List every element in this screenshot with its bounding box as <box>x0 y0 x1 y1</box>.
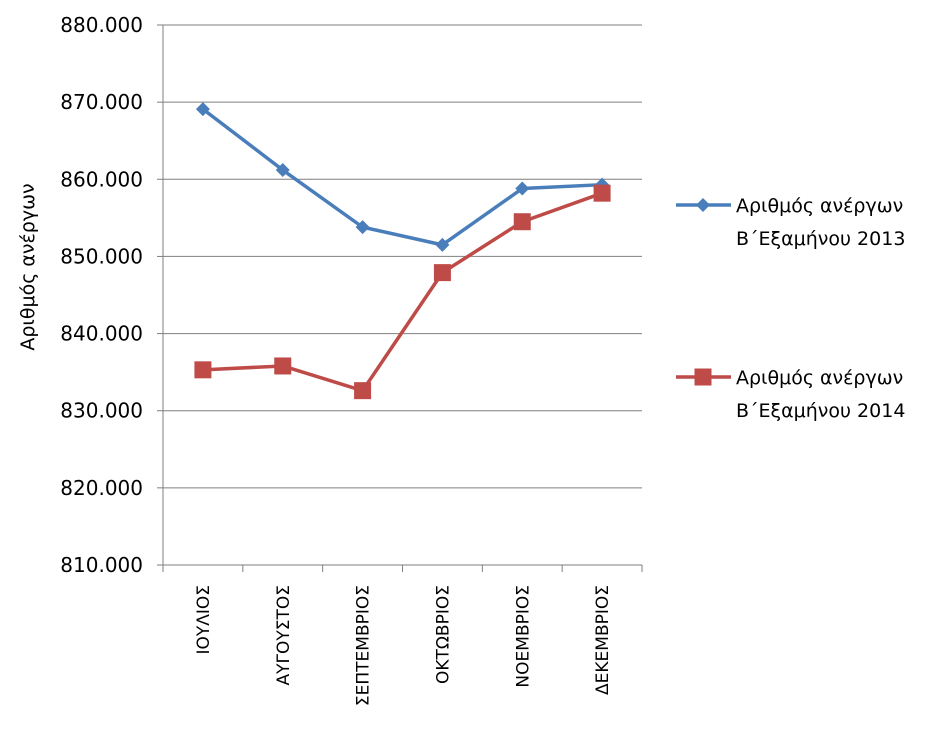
data-point <box>515 181 530 196</box>
y-tick-label: 880.000 <box>60 13 143 37</box>
data-point <box>355 220 370 235</box>
gridlines <box>163 24 642 489</box>
y-tick-label: 840.000 <box>60 322 143 346</box>
legend-entry-1: Αριθμός ανέργων Β΄Εξαμήνου 2013 <box>676 195 905 250</box>
legend-label: Αριθμός ανέργων <box>736 195 903 217</box>
data-point <box>513 213 531 231</box>
legend-marker <box>694 368 712 386</box>
x-tick-labels: ΙΟΥΛΙΟΣ ΑΥΓΟΥΣΤΟΣ ΣΕΠΤΕΜΒΡΙΟΣ ΟΚΤΩΒΡΙΟΣ ΝΟΕΜ… <box>194 585 613 706</box>
data-point <box>195 102 210 117</box>
x-tick-label: ΝΟΕΜΒΡΙΟΣ <box>513 585 533 688</box>
data-point <box>194 361 212 379</box>
series <box>194 102 611 400</box>
series-line <box>202 191 603 393</box>
legend-label: Β΄Εξαμήνου 2013 <box>736 228 905 250</box>
data-point <box>274 357 292 375</box>
x-tick-label: ΔΕΚΕΜΒΡΙΟΣ <box>593 585 613 695</box>
legend-label: Β΄Εξαμήνου 2014 <box>736 400 905 422</box>
legend-marker <box>696 198 710 212</box>
x-tick-label: ΟΚΤΩΒΡΙΟΣ <box>433 585 453 684</box>
y-tick-label: 810.000 <box>60 553 143 577</box>
y-tick-label: 860.000 <box>60 167 143 191</box>
y-tick-labels: 810.000 820.000 830.000 840.000 850.000 860.0… <box>60 13 143 577</box>
x-tick-label: ΙΟΥΛΙΟΣ <box>194 585 214 655</box>
legend-label: Αριθμός ανέργων <box>736 367 903 389</box>
y-tick-label: 870.000 <box>60 90 143 114</box>
data-point <box>435 237 450 252</box>
data-point <box>275 163 290 178</box>
data-point <box>593 184 611 202</box>
x-tick-label: ΣΕΠΤΕΜΒΡΙΟΣ <box>354 585 374 706</box>
data-point <box>354 382 372 400</box>
series-line <box>201 107 603 247</box>
legend-entry-2: Αριθμός ανέργων Β΄Εξαμήνου 2014 <box>676 367 905 422</box>
x-tick-label: ΑΥΓΟΥΣΤΟΣ <box>274 585 294 686</box>
y-tick-label: 830.000 <box>60 399 143 423</box>
data-point <box>433 264 451 282</box>
axes <box>157 24 643 572</box>
series-2 <box>194 184 611 400</box>
y-tick-label: 820.000 <box>60 476 143 500</box>
y-axis-title: Αριθμός ανέργων <box>17 183 39 350</box>
y-tick-label: 850.000 <box>60 244 143 268</box>
series-1 <box>195 102 610 252</box>
